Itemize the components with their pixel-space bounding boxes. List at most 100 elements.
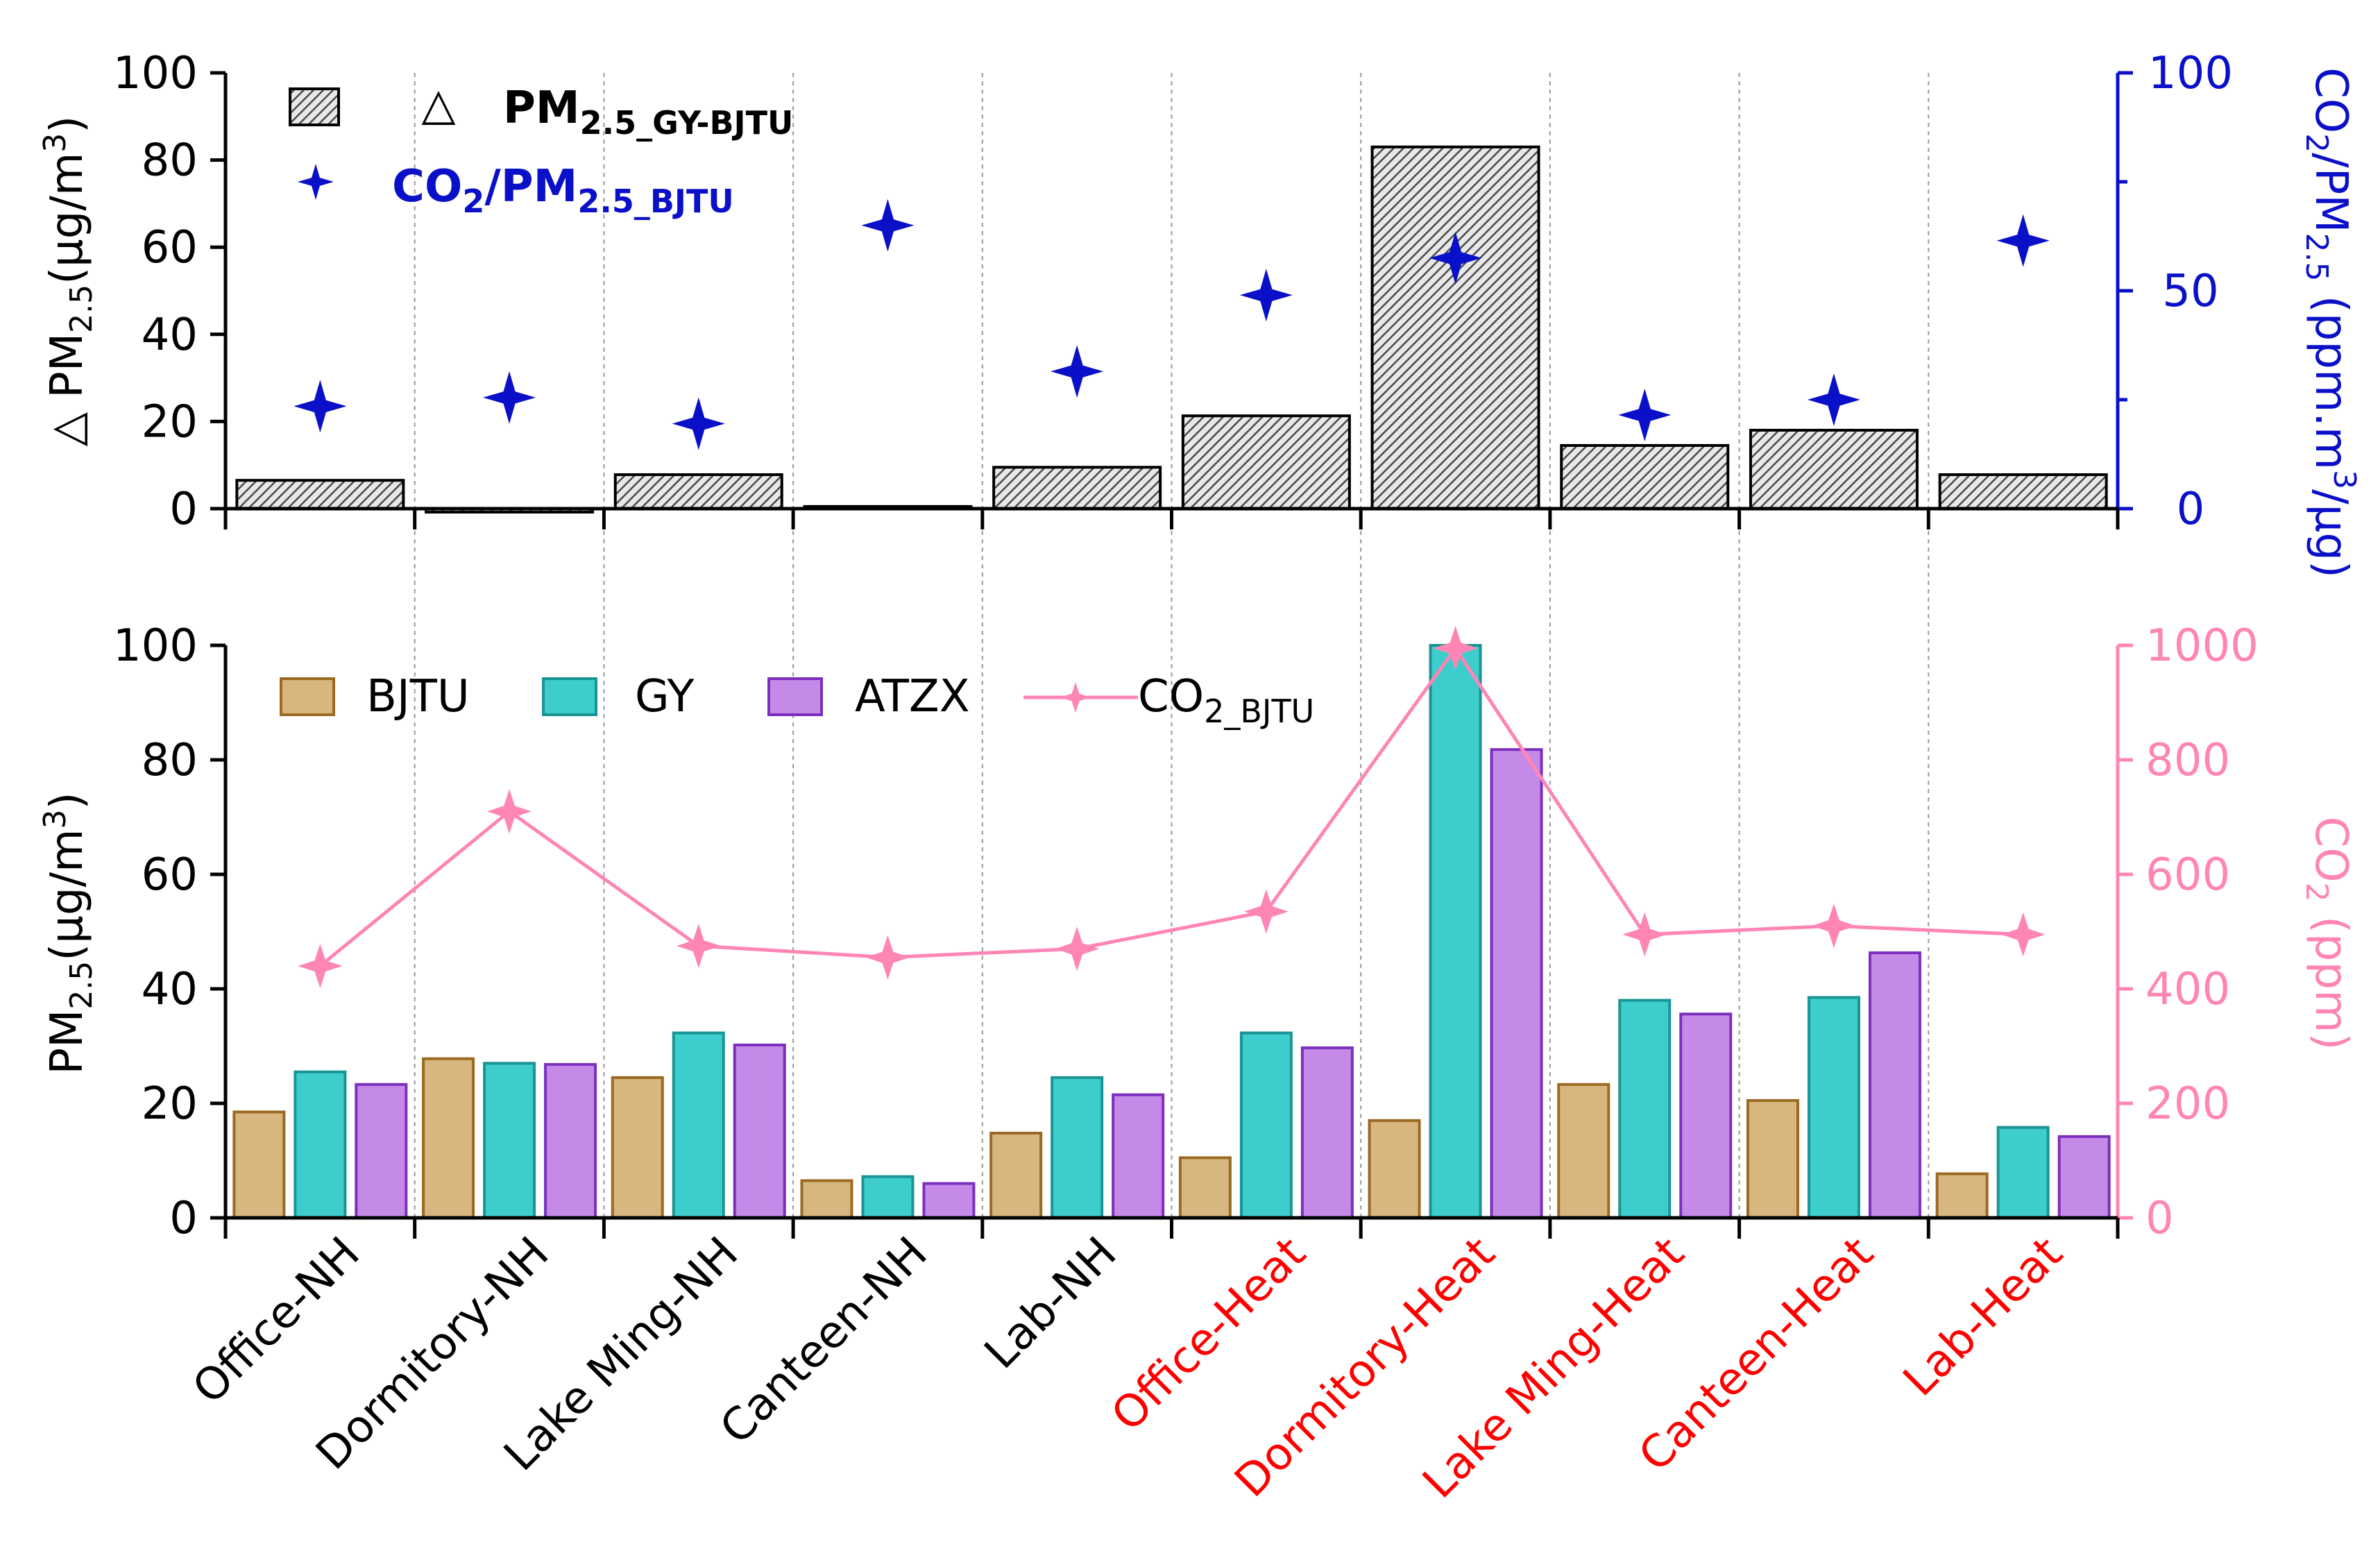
top-right-axis-title-tail: /μg): [2305, 489, 2356, 578]
legend-ratio-mid: /PM: [484, 161, 577, 212]
bottom-right-tick-label: 800: [2145, 735, 2230, 786]
legend-bjtu-swatch: [280, 677, 335, 716]
legend-star-marker: [298, 164, 334, 200]
legend-ratio-main: CO: [392, 161, 462, 212]
atzx-bar: [2057, 1135, 2111, 1219]
atzx-bar: [922, 1182, 976, 1219]
gy-bar: [294, 1070, 347, 1219]
atzx-bar: [1490, 748, 1543, 1219]
co2-pm-ratio-marker: [294, 380, 347, 433]
atzx-bar: [355, 1083, 408, 1220]
gy-bar: [1239, 1031, 1293, 1220]
bottom-left-axis-title-sub: 2.5: [64, 961, 99, 1010]
top-right-tick-label: 100: [2148, 48, 2233, 99]
legend-co2-marker: [1060, 682, 1091, 713]
legend-atzx-swatch: [767, 677, 823, 716]
co2-pm-ratio-marker: [483, 371, 536, 424]
pm-diff-bar: [1181, 414, 1351, 511]
legend-co2-main: CO: [1138, 671, 1204, 722]
x-category-label: Office-Heat: [1102, 1228, 1316, 1441]
bottom-left-axis-title-sup: 3: [37, 809, 73, 829]
bjtu-bar: [1368, 1119, 1421, 1219]
co2-point-marker: [487, 789, 532, 834]
top-right-tick-label: 50: [2162, 266, 2218, 317]
top-left-axis-title-close: ): [42, 116, 93, 133]
top-right-axis-title-sup: 3: [2327, 470, 2362, 489]
top-bars: [235, 145, 2108, 514]
bjtu-bar: [611, 1076, 664, 1219]
co2-line: [298, 626, 2046, 988]
bottom-bars: [232, 644, 2111, 1220]
bottom-left-axis-title-close: ): [42, 792, 93, 810]
co2-line-path: [318, 645, 2023, 967]
co2-point-marker: [1622, 912, 1667, 957]
bottom-right-axis-title-tail: (ppm): [2305, 902, 2356, 1051]
gy-bar: [1051, 1076, 1104, 1219]
gy-bar: [861, 1175, 915, 1219]
bottom-right-axis-title-sub: 2: [2299, 883, 2334, 902]
legend-pm-diff-main: PM: [503, 83, 580, 134]
x-category-label: Lab-NH: [975, 1228, 1126, 1379]
legend-ratio-sub1: 2: [462, 183, 484, 220]
pm-diff-bar: [992, 466, 1162, 511]
legend-gy-label: GY: [635, 671, 695, 722]
legend-atzx-label: ATZX: [855, 671, 970, 722]
legend-ratio-sub2: 2.5_BJTU: [577, 183, 733, 220]
top-right-axis-title: CO2/PM2.5 (ppm.m3/μg): [2299, 67, 2362, 578]
top-legend: △ PM2.5_GY-BJTU CO2/PM2.5_BJTU: [289, 79, 793, 220]
x-category-label: Office-NH: [183, 1228, 370, 1414]
atzx-bar: [1868, 951, 1921, 1220]
top-left-tick-label: 40: [142, 309, 198, 361]
pm-diff-bar: [235, 479, 405, 510]
co2-point-marker: [1811, 904, 1856, 949]
legend-pm-diff-sub: 2.5_GY-BJTU: [580, 104, 794, 142]
bottom-right-axis-title-prefix: CO: [2305, 817, 2356, 883]
co2-pm-ratio-marker: [1996, 214, 2050, 267]
bottom-legend: BJTU GY ATZX CO2_BJTU: [280, 671, 1314, 730]
bjtu-bar: [1557, 1083, 1610, 1220]
bjtu-bar: [800, 1179, 853, 1219]
atzx-bar: [733, 1043, 786, 1219]
bottom-right-tick-label: 1000: [2145, 620, 2259, 672]
co2-pm-ratio-marker: [1807, 373, 1860, 426]
co2-point-marker: [298, 944, 343, 988]
legend-co2-label: CO2_BJTU: [1138, 671, 1314, 730]
atzx-bar: [544, 1062, 597, 1220]
bottom-left-axis-title-prefix: PM: [42, 1010, 93, 1075]
top-left-axis-title-unit: (μg/m: [42, 153, 93, 285]
bottom-left-tick-label: 40: [142, 964, 198, 1015]
top-left-tick-label: 80: [142, 135, 198, 187]
gy-bar: [672, 1031, 725, 1220]
pm-diff-bar: [1749, 428, 1919, 511]
top-left-axis-title-sub: 2.5: [64, 285, 99, 333]
top-left-tick-label: 20: [142, 396, 198, 448]
legend-gy-swatch: [542, 677, 597, 716]
gy-bar: [1429, 644, 1482, 1219]
co2-pm-ratio-marker: [1239, 269, 1293, 322]
co2-pm-ratio-marker: [861, 198, 915, 252]
top-left-axis-title: △ PM2.5(μg/m3): [37, 116, 99, 447]
bottom-right-tick-label: 600: [2145, 849, 2230, 901]
co2-point-marker: [676, 924, 721, 969]
top-left-axis-title-prefix: △ PM: [42, 333, 93, 446]
legend-triangle-symbol: △: [421, 79, 456, 130]
bottom-left-tick-label: 100: [113, 620, 198, 672]
legend-pm-diff-label: PM2.5_GY-BJTU: [503, 83, 793, 142]
legend-co2-sub: 2_BJTU: [1204, 693, 1314, 730]
bjtu-bar: [422, 1057, 475, 1220]
bjtu-bar: [1935, 1172, 1989, 1219]
bottom-left-tick-label: 60: [142, 849, 198, 901]
atzx-bar: [1679, 1012, 1733, 1220]
co2-point-marker: [865, 935, 910, 980]
bottom-left-tick-label: 0: [169, 1193, 198, 1244]
bottom-left-tick-label: 80: [142, 735, 198, 786]
co2-pm-ratio-marker: [1051, 345, 1104, 398]
bjtu-bar: [1178, 1156, 1232, 1219]
legend-bjtu-label: BJTU: [366, 671, 470, 722]
pm-diff-bar: [1560, 443, 1730, 510]
top-left-tick-label: 60: [142, 222, 198, 273]
bottom-left-axis-title-unit: (μg/m: [42, 829, 93, 960]
